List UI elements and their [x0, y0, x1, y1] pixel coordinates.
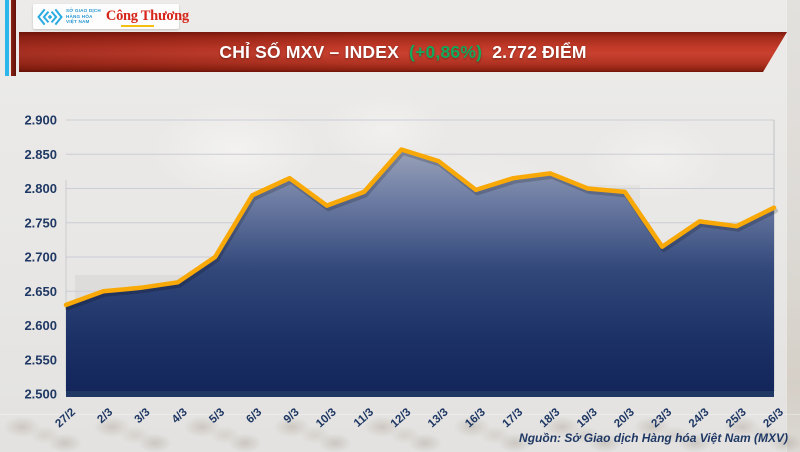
- chart-title: CHỈ SỐ MXV – INDEX (+0,86%) 2.772 ĐIỂM: [219, 42, 586, 63]
- title-main: CHỈ SỐ MXV – INDEX: [219, 41, 399, 62]
- exchange-name-line2: HÀNG HÓA: [66, 13, 93, 19]
- mxv-logo-icon: [37, 8, 63, 25]
- y-tick-label: 2.800: [24, 181, 57, 196]
- accent-stripe-cyan: [5, 0, 9, 76]
- y-tick-label: 2.850: [24, 147, 57, 162]
- accent-stripe-maroon: [11, 0, 16, 76]
- y-tick-label: 2.650: [24, 284, 57, 299]
- title-change-percent: (+0,86%): [409, 41, 483, 62]
- exchange-name: SỞ GIAO DỊCH HÀNG HÓA VIỆT NAM: [66, 8, 101, 24]
- right-photo-strip: [786, 0, 800, 452]
- source-note: Nguồn: Sở Giao dịch Hàng hóa Việt Nam (M…: [519, 431, 788, 445]
- coffee-beans-photo-strip: [0, 414, 800, 452]
- exchange-name-line3: VIỆT NAM: [66, 19, 90, 25]
- background-photo-block: [520, 185, 640, 392]
- y-tick-label: 2.550: [24, 352, 57, 367]
- cong-thuong-underline: [121, 24, 154, 27]
- y-tick-label: 2.750: [24, 215, 57, 230]
- y-tick-label: 2.600: [24, 318, 57, 333]
- background-photo-block: [75, 275, 205, 392]
- exchange-name-line1: SỞ GIAO DỊCH: [66, 8, 101, 14]
- cong-thuong-logo: Công Thương: [105, 8, 189, 24]
- logo-plate: SỞ GIAO DỊCH HÀNG HÓA VIỆT NAM Công Thươ…: [33, 4, 189, 29]
- title-banner: CHỈ SỐ MXV – INDEX (+0,86%) 2.772 ĐIỂM: [19, 32, 787, 72]
- y-tick-label: 2.700: [24, 250, 57, 265]
- y-tick-label: 2.500: [24, 387, 57, 402]
- title-index-value: 2.772 ĐIỂM: [492, 41, 587, 62]
- y-tick-label: 2.900: [24, 113, 57, 128]
